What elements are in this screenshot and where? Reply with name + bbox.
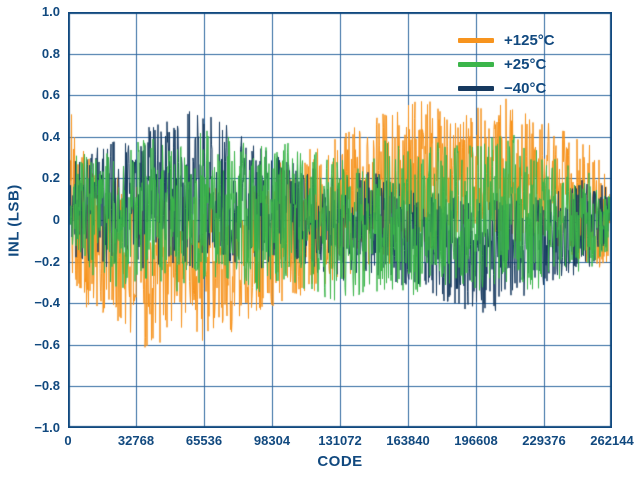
legend-label: +125°C (504, 32, 555, 49)
x-tick-label: 196608 (454, 433, 498, 448)
legend-swatch (458, 86, 494, 91)
legend-entry: −40°C (458, 80, 562, 97)
y-tick-label: 0.6 (41, 87, 60, 103)
y-tick-label: −0.2 (34, 253, 60, 269)
y-tick-label: −0.4 (34, 295, 60, 311)
x-tick-label: 131072 (318, 433, 362, 448)
y-tick-label: −0.6 (34, 336, 60, 352)
legend-label: −40°C (504, 80, 547, 97)
y-tick-label: 0.4 (41, 128, 60, 144)
plot-area-canvas (68, 12, 612, 428)
y-tick-label: −1.0 (34, 420, 60, 435)
x-tick-label: 229376 (522, 433, 566, 448)
y-tick-label: −0.8 (34, 378, 60, 394)
legend-swatch (458, 38, 494, 43)
y-tick-label: 0 (52, 212, 60, 227)
y-tick-label: 1.0 (41, 4, 60, 19)
y-tick-label: 0.2 (41, 170, 60, 186)
legend-label: +25°C (504, 56, 547, 73)
x-tick-label: 262144 (590, 433, 634, 448)
legend: +125°C +25°C −40°C (458, 32, 562, 97)
x-tick-label: 0 (64, 433, 72, 448)
x-tick-label: 65536 (185, 433, 223, 448)
x-axis-title: CODE (317, 453, 363, 470)
x-tick-label: 98304 (253, 433, 291, 448)
x-tick-label: 32768 (117, 433, 155, 448)
x-tick-label: 163840 (386, 433, 430, 448)
legend-swatch (458, 62, 494, 67)
legend-entry: +25°C (458, 56, 562, 73)
legend-entry: +125°C (458, 32, 562, 49)
y-tick-label: 0.8 (41, 45, 60, 61)
